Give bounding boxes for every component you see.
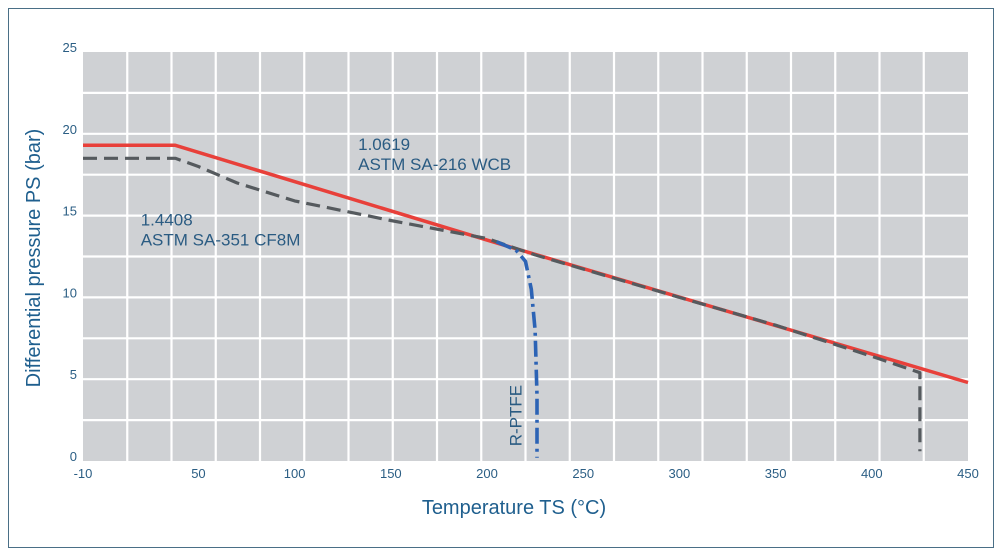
x-tick-label: 100 xyxy=(284,466,306,481)
y-tick-label: 5 xyxy=(70,367,77,382)
x-tick-label: 300 xyxy=(669,466,691,481)
x-tick-label: 450 xyxy=(957,466,979,481)
series-line-2 xyxy=(83,156,922,452)
annotation-label: R-PTFE xyxy=(507,385,526,446)
y-axis-label: Differential pressure PS (bar) xyxy=(23,129,45,388)
annotation-label: ASTM SA-351 CF8M xyxy=(141,230,301,249)
chart: -10 50 100 150 200 250 300 350 400 4500510152025 … xyxy=(23,40,979,519)
x-tick-label: 150 xyxy=(380,466,402,481)
x-axis-label: Temperature TS (°C) xyxy=(422,497,606,519)
series-line-1 xyxy=(83,143,969,385)
y-tick-label: 10 xyxy=(63,285,77,300)
x-tick-label: 50 xyxy=(191,466,205,481)
x-tick-label: 350 xyxy=(765,466,787,481)
x-tick-label: 250 xyxy=(572,466,594,481)
series-line-3 xyxy=(495,240,539,458)
x-tick-label: -10 xyxy=(74,466,93,481)
x-tick-label: 200 xyxy=(476,466,498,481)
y-tick-label: 20 xyxy=(63,122,77,137)
y-tick-label: 15 xyxy=(63,204,77,219)
y-tick-label: 0 xyxy=(70,449,77,464)
annotation-label: 1.4408 xyxy=(141,210,193,229)
tick-labels: -10 50 100 150 200 250 300 350 400 450 0 5 10 15 20 25 xyxy=(63,40,979,481)
annotation-label: 1.0619 xyxy=(358,135,410,154)
series-lines xyxy=(83,143,969,458)
x-tick-label: 400 xyxy=(861,466,883,481)
annotation-label: ASTM SA-216 WCB xyxy=(358,155,511,174)
y-tick-label: 25 xyxy=(63,40,77,55)
